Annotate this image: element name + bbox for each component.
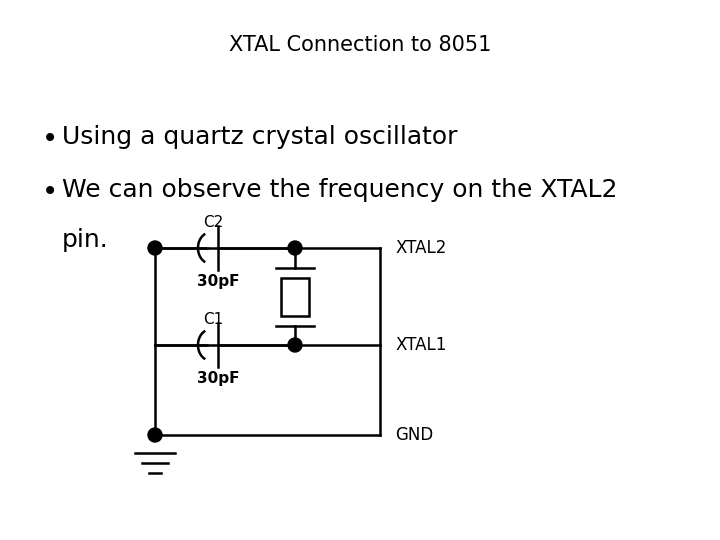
Text: •: •	[42, 178, 58, 206]
Circle shape	[288, 241, 302, 255]
Text: XTAL2: XTAL2	[395, 239, 446, 257]
Text: •: •	[42, 125, 58, 153]
Text: XTAL Connection to 8051: XTAL Connection to 8051	[229, 35, 491, 55]
Text: GND: GND	[395, 426, 433, 444]
Text: pin.: pin.	[62, 228, 109, 252]
Text: Using a quartz crystal oscillator: Using a quartz crystal oscillator	[62, 125, 457, 149]
Circle shape	[148, 428, 162, 442]
Text: We can observe the frequency on the XTAL2: We can observe the frequency on the XTAL…	[62, 178, 618, 202]
Text: C2: C2	[203, 215, 223, 230]
Bar	[281, 278, 309, 315]
Circle shape	[288, 338, 302, 352]
Text: 30pF: 30pF	[197, 274, 240, 289]
Text: XTAL1: XTAL1	[395, 336, 446, 354]
Text: 30pF: 30pF	[197, 371, 240, 386]
Circle shape	[148, 241, 162, 255]
Text: C1: C1	[203, 312, 223, 327]
